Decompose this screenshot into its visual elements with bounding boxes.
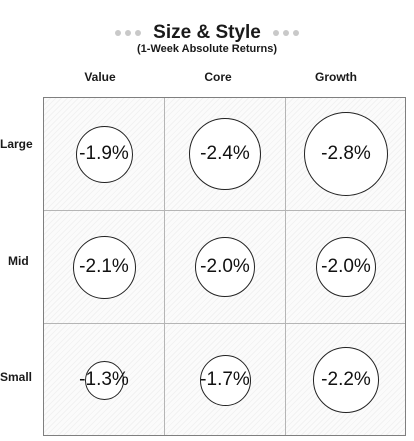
cell-large-core: -2.4% bbox=[165, 98, 285, 210]
cell-mid-value: -2.1% bbox=[44, 211, 164, 323]
column-header-core: Core bbox=[204, 70, 232, 84]
row-header-small: Small bbox=[0, 370, 33, 384]
value-label-mid-core: -2.0% bbox=[200, 256, 250, 277]
cell-mid-core: -2.0% bbox=[165, 211, 285, 323]
row-header-mid: Mid bbox=[8, 254, 29, 268]
cell-mid-growth: -2.0% bbox=[286, 211, 406, 323]
column-header-value: Value bbox=[84, 70, 116, 84]
chart-title: Size & Style bbox=[153, 22, 261, 43]
grid-line-horizontal-1 bbox=[44, 210, 405, 211]
value-label-small-core: -1.7% bbox=[200, 369, 250, 390]
bubble-large-core bbox=[189, 118, 261, 190]
chart-subtitle: (1-Week Absolute Returns) bbox=[137, 43, 277, 55]
cell-small-core: -1.7% bbox=[165, 324, 285, 436]
bubble-small-core bbox=[199, 354, 251, 406]
value-label-small-value: -1.3% bbox=[79, 369, 129, 390]
value-label-large-value: -1.9% bbox=[79, 143, 129, 164]
value-label-mid-value: -2.1% bbox=[79, 256, 129, 277]
cell-large-growth: -2.8% bbox=[286, 98, 406, 210]
value-label-large-core: -2.4% bbox=[200, 143, 250, 164]
bubble-mid-growth bbox=[316, 237, 376, 297]
cell-small-growth: -2.2% bbox=[286, 324, 406, 436]
row-header-large: Large bbox=[0, 137, 33, 151]
bubble-small-growth bbox=[313, 347, 379, 413]
bubble-large-value bbox=[75, 125, 133, 183]
bubble-large-growth bbox=[304, 112, 388, 196]
style-box-grid: -1.9% -2.4% -2.8% -2.1% -2.0% -2.0% -1.3% -1.7%… bbox=[43, 97, 406, 436]
cell-large-value: -1.9% bbox=[44, 98, 164, 210]
title-dots-left bbox=[113, 30, 143, 36]
bubble-small-value bbox=[84, 360, 124, 400]
column-header-growth: Growth bbox=[315, 70, 357, 84]
grid-line-horizontal-2 bbox=[44, 323, 405, 324]
bubble-mid-value bbox=[72, 235, 136, 299]
title-dots-right bbox=[271, 30, 301, 36]
chart-title-row: Size & Style bbox=[0, 20, 414, 46]
grid-line-vertical-1 bbox=[164, 98, 165, 435]
value-label-small-growth: -2.2% bbox=[321, 369, 371, 390]
value-label-mid-growth: -2.0% bbox=[321, 256, 371, 277]
value-label-large-growth: -2.8% bbox=[321, 143, 371, 164]
bubble-mid-core bbox=[195, 237, 255, 297]
grid-line-vertical-2 bbox=[285, 98, 286, 435]
cell-small-value: -1.3% bbox=[44, 324, 164, 436]
